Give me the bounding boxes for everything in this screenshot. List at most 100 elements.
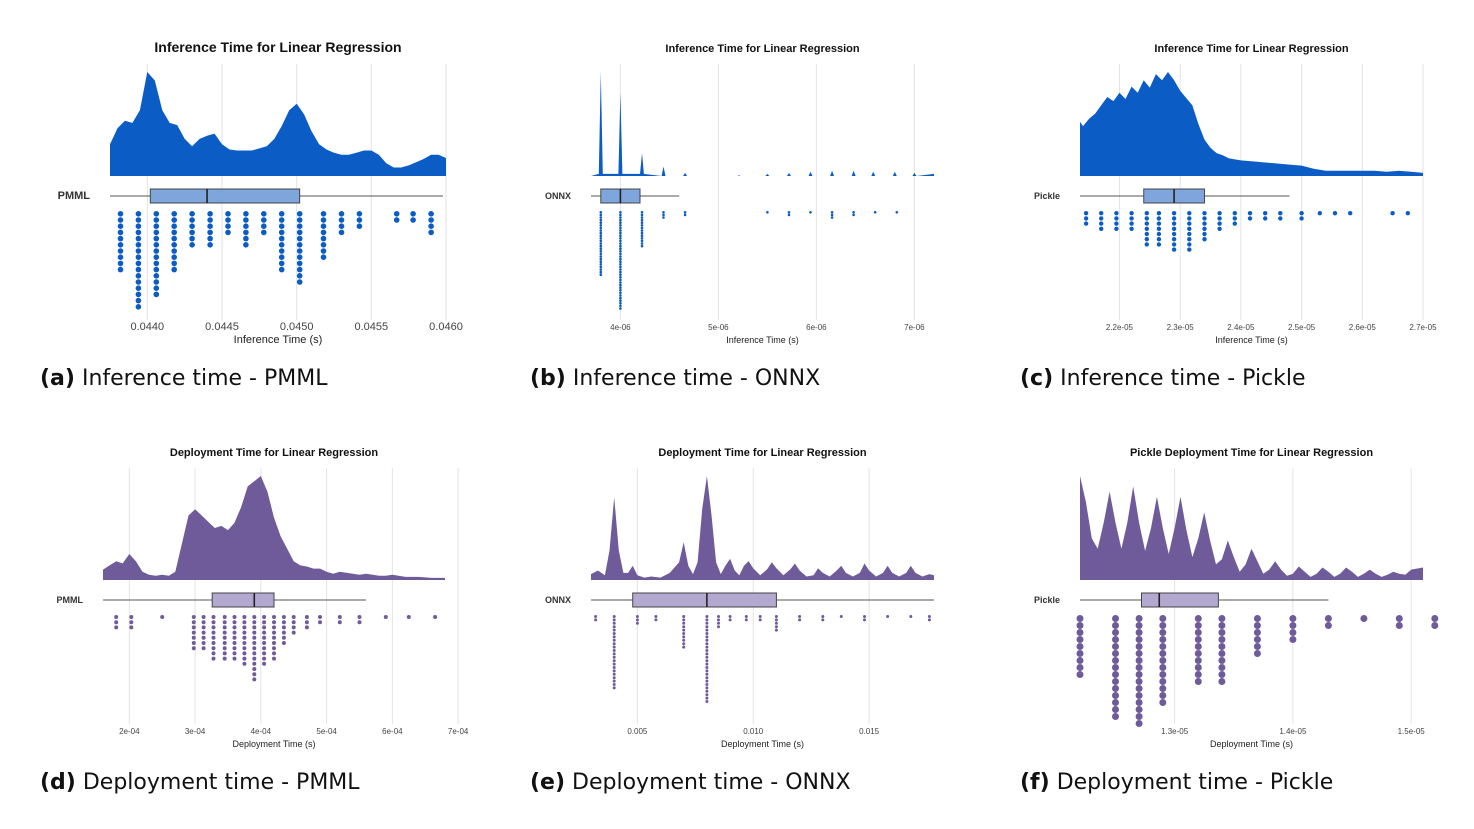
chart-panel-a: Inference Time for Linear Regression PMML… [40,30,510,425]
data-dot [599,255,603,258]
data-dot [201,630,206,635]
data-dot [262,656,267,661]
data-dot [654,615,658,618]
data-dot [1135,671,1143,678]
data-dot [117,211,124,217]
data-dot [153,273,160,279]
data-dot [1135,615,1143,622]
x-tick-label: 6e-04 [382,727,403,736]
chart-panel-e: Deployment Time for Linear Regression ONN… [530,434,1000,829]
data-dot [599,218,603,222]
data-dot [682,635,686,639]
data-dot [291,630,296,635]
data-dot [1159,657,1167,664]
data-dot [1076,636,1084,643]
data-dot [1112,657,1119,664]
data-dot [1112,713,1119,720]
data-dot [705,649,709,652]
data-dot [640,242,644,245]
data-dot [1194,664,1202,671]
data-dot [296,229,303,236]
data-dot [129,625,134,630]
density-area [591,476,934,580]
data-dot [599,224,603,227]
data-dot [1159,622,1167,629]
data-dot [1159,678,1167,685]
data-dot [1218,615,1226,622]
data-dot [1324,622,1332,629]
data-dot [171,254,177,260]
data-dot [705,669,709,673]
data-dot [129,615,134,619]
data-dot [1217,226,1222,231]
data-dot [1129,221,1134,226]
data-dot [1112,685,1119,692]
data-dot [1135,692,1143,699]
x-tick-label: 4e-06 [610,323,631,332]
data-dot [117,229,124,236]
data-dot [135,285,142,291]
data-dot [207,235,213,242]
data-dot [1218,657,1226,664]
density-area [1080,72,1423,176]
data-dot [1218,650,1226,657]
data-dot [281,620,286,625]
data-dot [612,618,616,622]
data-dot [211,630,216,635]
data-dot [171,217,177,223]
data-dot [114,625,119,630]
data-dot [338,217,345,223]
data-dot [612,632,616,635]
data-dot [135,279,142,285]
data-dot [717,615,720,618]
data-dot [1099,211,1104,216]
data-dot [135,248,142,254]
x-tick-label: 0.0445 [205,321,239,333]
data-dot [683,211,687,214]
chart-d: Deployment Time for Linear Regression PMM… [57,447,469,749]
x-tick-label: 3e-04 [185,727,206,736]
data-dot [640,211,644,214]
data-dot [222,641,227,645]
data-dot [728,618,732,622]
data-dot [410,217,416,223]
data-dot [242,656,247,661]
data-dot [612,676,616,680]
data-dot [171,229,177,236]
data-dot [225,223,231,229]
x-tick-label: 0.005 [627,727,648,736]
data-dot [1187,211,1192,216]
data-dot [1187,221,1192,226]
data-dot [225,217,231,223]
data-dot [201,646,206,651]
data-dot [1332,211,1338,216]
data-dot [640,224,644,227]
x-tick-label: 0.0455 [355,321,389,333]
data-dot [291,615,296,619]
data-dot [191,646,196,651]
data-dot [705,696,709,700]
data-dot [619,247,622,250]
data-dot [1076,629,1084,636]
data-dot [261,223,267,229]
data-dot [619,255,622,258]
data-dot [1202,231,1207,237]
data-dot [1202,216,1207,221]
data-dot [619,237,622,240]
data-dot [135,273,142,279]
data-dot [619,221,622,224]
data-dot [1171,226,1177,231]
data-dot [242,651,247,656]
data-dot [1135,636,1143,643]
data-dot [262,635,267,640]
chart-panel-f: Pickle Deployment Time for Linear Regres… [1020,434,1474,829]
data-dot [252,620,257,625]
data-dot [1218,643,1226,650]
data-dot [242,661,247,666]
data-dot [135,260,142,267]
data-dot [599,252,603,256]
x-tick-label: 2e-04 [119,727,140,736]
data-dot [135,235,142,242]
data-dot [1112,699,1119,706]
data-dot [291,620,296,625]
